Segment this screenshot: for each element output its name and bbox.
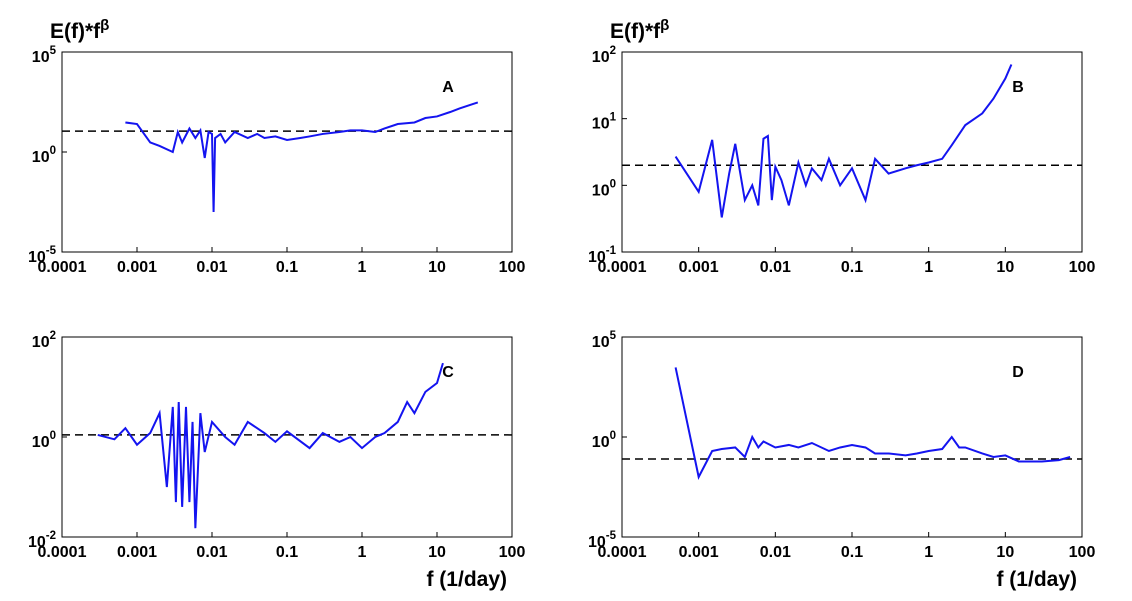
panel-label: C bbox=[442, 364, 454, 381]
x-tick-label: 100 bbox=[1069, 544, 1096, 561]
data-line bbox=[674, 367, 1071, 480]
panel-label: A bbox=[442, 79, 454, 96]
y-axis-label: E(f)*fβ bbox=[50, 17, 109, 43]
x-tick-label: 0.1 bbox=[841, 259, 863, 276]
y-tick-label: 102 bbox=[32, 330, 56, 351]
panel-label: D bbox=[1012, 364, 1024, 381]
x-tick-label: 0.001 bbox=[679, 544, 719, 561]
y-tick-label: 105 bbox=[32, 45, 57, 66]
y-tick-label: 100 bbox=[32, 430, 56, 451]
x-tick-label: 0.001 bbox=[679, 259, 719, 276]
y-tick-label: 101 bbox=[592, 112, 617, 133]
x-tick-label: 10 bbox=[428, 259, 446, 276]
y-tick-label: 100 bbox=[32, 145, 56, 166]
x-tick-label: 0.1 bbox=[276, 544, 298, 561]
x-tick-label: 10 bbox=[428, 544, 446, 561]
y-axis-label: E(f)*fβ bbox=[610, 17, 669, 43]
panel-label: B bbox=[1012, 79, 1024, 96]
data-line bbox=[674, 64, 1013, 218]
x-tick-label: 1 bbox=[358, 259, 367, 276]
x-tick-label: 0.1 bbox=[276, 259, 298, 276]
x-tick-label: 0.1 bbox=[841, 544, 863, 561]
data-line bbox=[97, 362, 444, 529]
x-axis-label: f (1/day) bbox=[426, 568, 507, 591]
x-tick-label: 0.0001 bbox=[38, 259, 87, 276]
x-tick-label: 10 bbox=[996, 544, 1014, 561]
x-tick-label: 0.01 bbox=[760, 259, 791, 276]
x-tick-label: 0.001 bbox=[117, 259, 157, 276]
x-tick-label: 100 bbox=[499, 259, 526, 276]
x-tick-label: 0.0001 bbox=[598, 544, 647, 561]
x-tick-label: 1 bbox=[358, 544, 367, 561]
y-tick-label: 102 bbox=[592, 45, 616, 66]
y-tick-label: 105 bbox=[592, 330, 617, 351]
x-tick-label: 0.0001 bbox=[38, 544, 87, 561]
x-tick-label: 0.01 bbox=[760, 544, 791, 561]
data-line bbox=[125, 101, 479, 213]
x-tick-label: 100 bbox=[1069, 259, 1096, 276]
y-tick-label: 100 bbox=[592, 430, 616, 451]
x-tick-label: 0.001 bbox=[117, 544, 157, 561]
x-tick-label: 0.0001 bbox=[598, 259, 647, 276]
x-tick-label: 0.01 bbox=[196, 544, 227, 561]
x-tick-label: 10 bbox=[996, 259, 1014, 276]
x-tick-label: 1 bbox=[924, 259, 933, 276]
x-tick-label: 100 bbox=[499, 544, 526, 561]
x-axis-label: f (1/day) bbox=[996, 568, 1077, 591]
y-tick-label: 100 bbox=[592, 178, 616, 199]
x-tick-label: 0.01 bbox=[196, 259, 227, 276]
x-tick-label: 1 bbox=[924, 544, 933, 561]
